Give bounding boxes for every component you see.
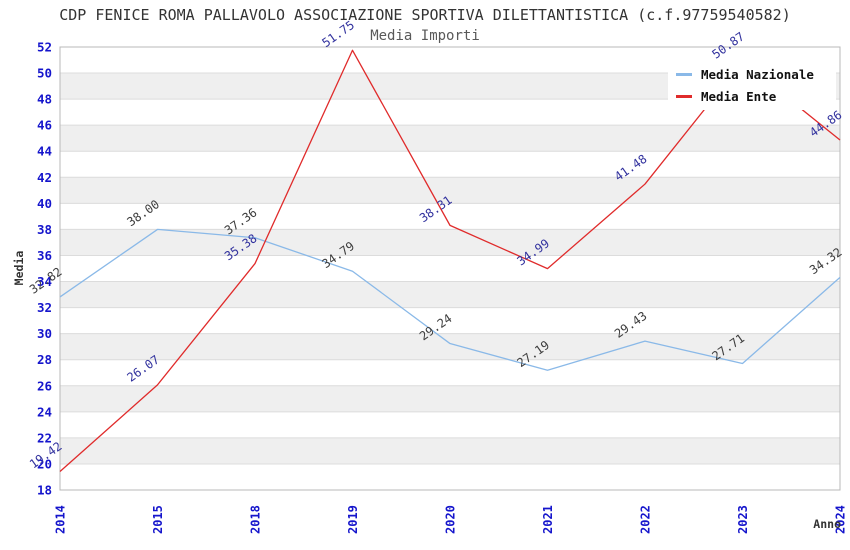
y-tick-label: 30 (37, 326, 52, 341)
y-tick-label: 48 (37, 92, 52, 107)
y-tick-label: 18 (37, 483, 52, 498)
x-tick-label: 2020 (444, 505, 458, 534)
y-tick-label: 36 (37, 248, 52, 263)
x-tick-label: 2014 (54, 505, 68, 534)
legend-item-media-nazionale: Media Nazionale (676, 63, 836, 85)
legend-label-nazionale: Media Nazionale (701, 66, 814, 82)
x-tick-label: 2024 (834, 505, 848, 534)
y-tick-label: 38 (37, 222, 52, 237)
x-axis-label: Anno (813, 517, 841, 531)
y-tick-label: 46 (37, 118, 52, 133)
x-tick-label: 2022 (639, 505, 653, 534)
chart-subtitle: Media Importi (370, 28, 480, 44)
legend-swatch-ente-line-icon (676, 94, 692, 98)
plot-band (60, 177, 840, 204)
plot-band (60, 385, 840, 412)
legend-item-media-ente: Media Ente (676, 85, 836, 107)
legend: Media Nazionale Media Ente (668, 60, 836, 110)
y-tick-label: 44 (37, 144, 52, 159)
x-tick-label: 2021 (541, 505, 555, 534)
y-tick-label: 22 (37, 430, 52, 445)
y-tick-label: 26 (37, 378, 52, 393)
y-axis-label: Media (12, 251, 26, 286)
x-tick-label: 2023 (736, 505, 750, 534)
plot-band (60, 281, 840, 308)
y-tick-label: 50 (37, 66, 52, 81)
plot-band (60, 437, 840, 464)
legend-swatch-nazionale-line-icon (676, 72, 692, 76)
x-tick-label: 2018 (249, 505, 263, 534)
y-tick-label: 42 (37, 170, 52, 185)
y-tick-label: 40 (37, 196, 52, 211)
x-tick-label: 2015 (151, 505, 165, 534)
y-tick-label: 34 (37, 274, 52, 289)
plot-band (60, 229, 840, 256)
plot-band (60, 125, 840, 152)
series-line (59, 228, 841, 371)
y-tick-label: 28 (37, 352, 52, 367)
value-label: 32.82 (27, 265, 65, 297)
y-tick-label: 24 (37, 404, 52, 419)
y-tick-label: 20 (37, 456, 52, 471)
legend-label-ente: Media Ente (701, 88, 777, 104)
plot-border (59, 46, 841, 491)
y-tick-label: 52 (37, 40, 52, 55)
chart-title: CDP FENICE ROMA PALLAVOLO ASSOCIAZIONE S… (59, 6, 791, 24)
x-tick-label: 2019 (346, 505, 360, 534)
y-tick-label: 32 (37, 300, 52, 315)
